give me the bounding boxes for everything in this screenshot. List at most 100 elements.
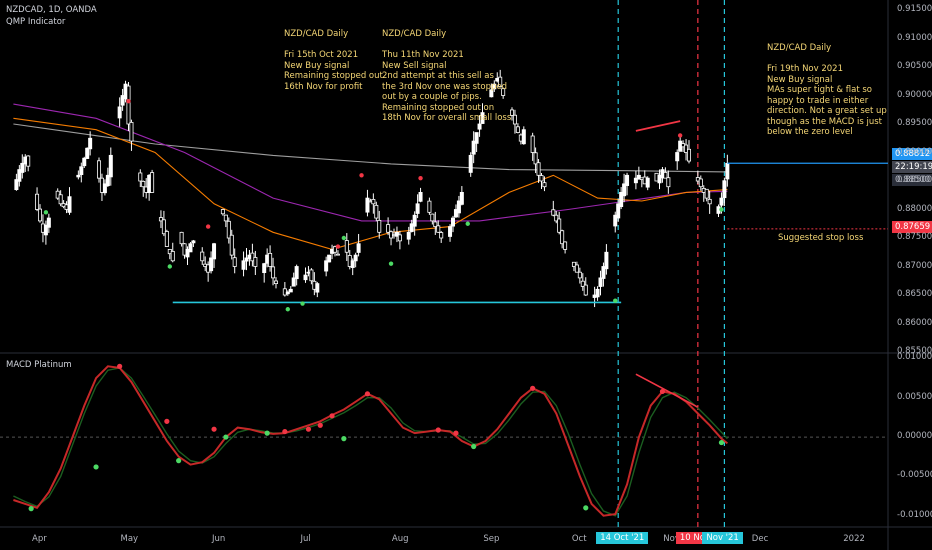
candle-body — [684, 144, 689, 153]
candle-body — [633, 177, 638, 184]
macd-sell-dot — [435, 427, 441, 433]
macd-buy-dot — [93, 464, 99, 470]
candle-body — [138, 172, 143, 182]
candle-body — [374, 204, 379, 219]
candle-body — [38, 208, 43, 222]
candle-body — [574, 264, 579, 273]
candle-body — [20, 162, 25, 173]
candle-body — [226, 220, 231, 239]
candle-body — [397, 234, 402, 242]
macd-sell-dot — [659, 388, 666, 395]
macd-sell-dot — [211, 426, 217, 432]
candle-body — [707, 198, 712, 205]
date-marker-tag: 14 Oct '21 — [596, 532, 649, 544]
candle-body — [687, 148, 692, 162]
candle-body — [46, 217, 51, 228]
price-tick-label: 0.90500 — [897, 61, 932, 71]
candle-body — [459, 191, 464, 205]
price-tick-label: 0.86000 — [897, 317, 932, 328]
sell-signal-dot — [677, 133, 683, 138]
candle-body — [377, 219, 382, 233]
candle-body — [722, 180, 727, 199]
candle-body — [450, 217, 455, 227]
macd-buy-dot — [223, 434, 229, 440]
price-tick-label: 0.88500 — [897, 175, 932, 185]
candle-body — [471, 140, 476, 155]
price-tick-label: 0.90000 — [897, 89, 932, 100]
candle-body — [533, 152, 538, 165]
candle-body — [542, 182, 547, 188]
price-tick-label: 0.87000 — [897, 260, 932, 271]
time-tick-label: Jul — [300, 534, 311, 544]
candle-body — [126, 85, 131, 125]
candle-body — [158, 217, 163, 222]
candle-body — [85, 147, 90, 159]
candle-body — [17, 169, 22, 182]
candle-body — [675, 152, 680, 162]
candle-body — [271, 266, 276, 279]
candle-body — [657, 174, 662, 184]
candle-body — [622, 183, 627, 197]
candle-body — [577, 271, 582, 279]
candle-body — [613, 214, 618, 227]
candle-body — [170, 251, 175, 262]
candle-body — [88, 137, 93, 150]
candle-body — [468, 154, 473, 173]
candle-body — [294, 266, 299, 280]
price-tick-label: 0.85500 — [897, 346, 932, 356]
buy-signal-dot — [300, 301, 305, 306]
candle-body — [102, 183, 107, 194]
candle-body — [79, 166, 84, 175]
candle-body — [253, 257, 258, 267]
candle-body — [285, 291, 290, 295]
ma-price-tag: 0.88500 — [892, 174, 932, 186]
price-tick-label: 0.91000 — [897, 32, 932, 43]
candle-body — [563, 241, 568, 250]
candle-body — [601, 266, 606, 279]
candle-body — [179, 231, 184, 245]
buy-signal-dot — [465, 221, 470, 226]
candle-body — [97, 160, 102, 179]
candle-body — [477, 123, 482, 130]
sell-signal-dot — [205, 224, 211, 229]
candle-body — [474, 132, 479, 144]
candle-body — [250, 252, 255, 262]
macd-sell-dot — [329, 413, 335, 419]
candle-body — [521, 129, 526, 145]
candle-body — [232, 257, 237, 267]
candle-body — [303, 274, 308, 281]
candle-body — [315, 283, 320, 293]
candle-body — [595, 288, 600, 298]
stop-loss-tag: 0.87659 — [892, 221, 932, 233]
candle-body — [82, 157, 87, 167]
candle-body — [663, 171, 668, 179]
candle-body — [229, 234, 234, 256]
candle-body — [332, 246, 337, 253]
candle-body — [625, 174, 630, 186]
candle-body — [557, 218, 562, 233]
candle-body — [394, 231, 399, 237]
candle-body — [480, 112, 485, 124]
symbol-title: NZDCAD, 1D, OANDA — [6, 5, 97, 15]
date-marker-tag: Nov '21 — [702, 532, 743, 544]
candle-body — [415, 203, 420, 214]
macd-buy-dot — [28, 506, 34, 512]
candle-body — [536, 162, 541, 176]
candle-body — [108, 154, 113, 178]
candle-body — [386, 224, 391, 233]
resistance-trendline — [635, 120, 681, 132]
candle-body — [704, 188, 709, 199]
candle-body — [212, 243, 217, 260]
candle-body — [430, 213, 435, 222]
candle-body — [120, 95, 125, 106]
candle-body — [150, 172, 155, 193]
sell-signal-dot — [418, 175, 423, 181]
buy-signal-dot — [167, 264, 172, 269]
candle-body — [406, 231, 411, 240]
candle-body — [241, 260, 246, 270]
candle-body — [58, 194, 63, 205]
macd-sell-dot — [530, 385, 536, 391]
candle-body — [309, 269, 314, 282]
time-tick-label: Aug — [391, 534, 409, 544]
